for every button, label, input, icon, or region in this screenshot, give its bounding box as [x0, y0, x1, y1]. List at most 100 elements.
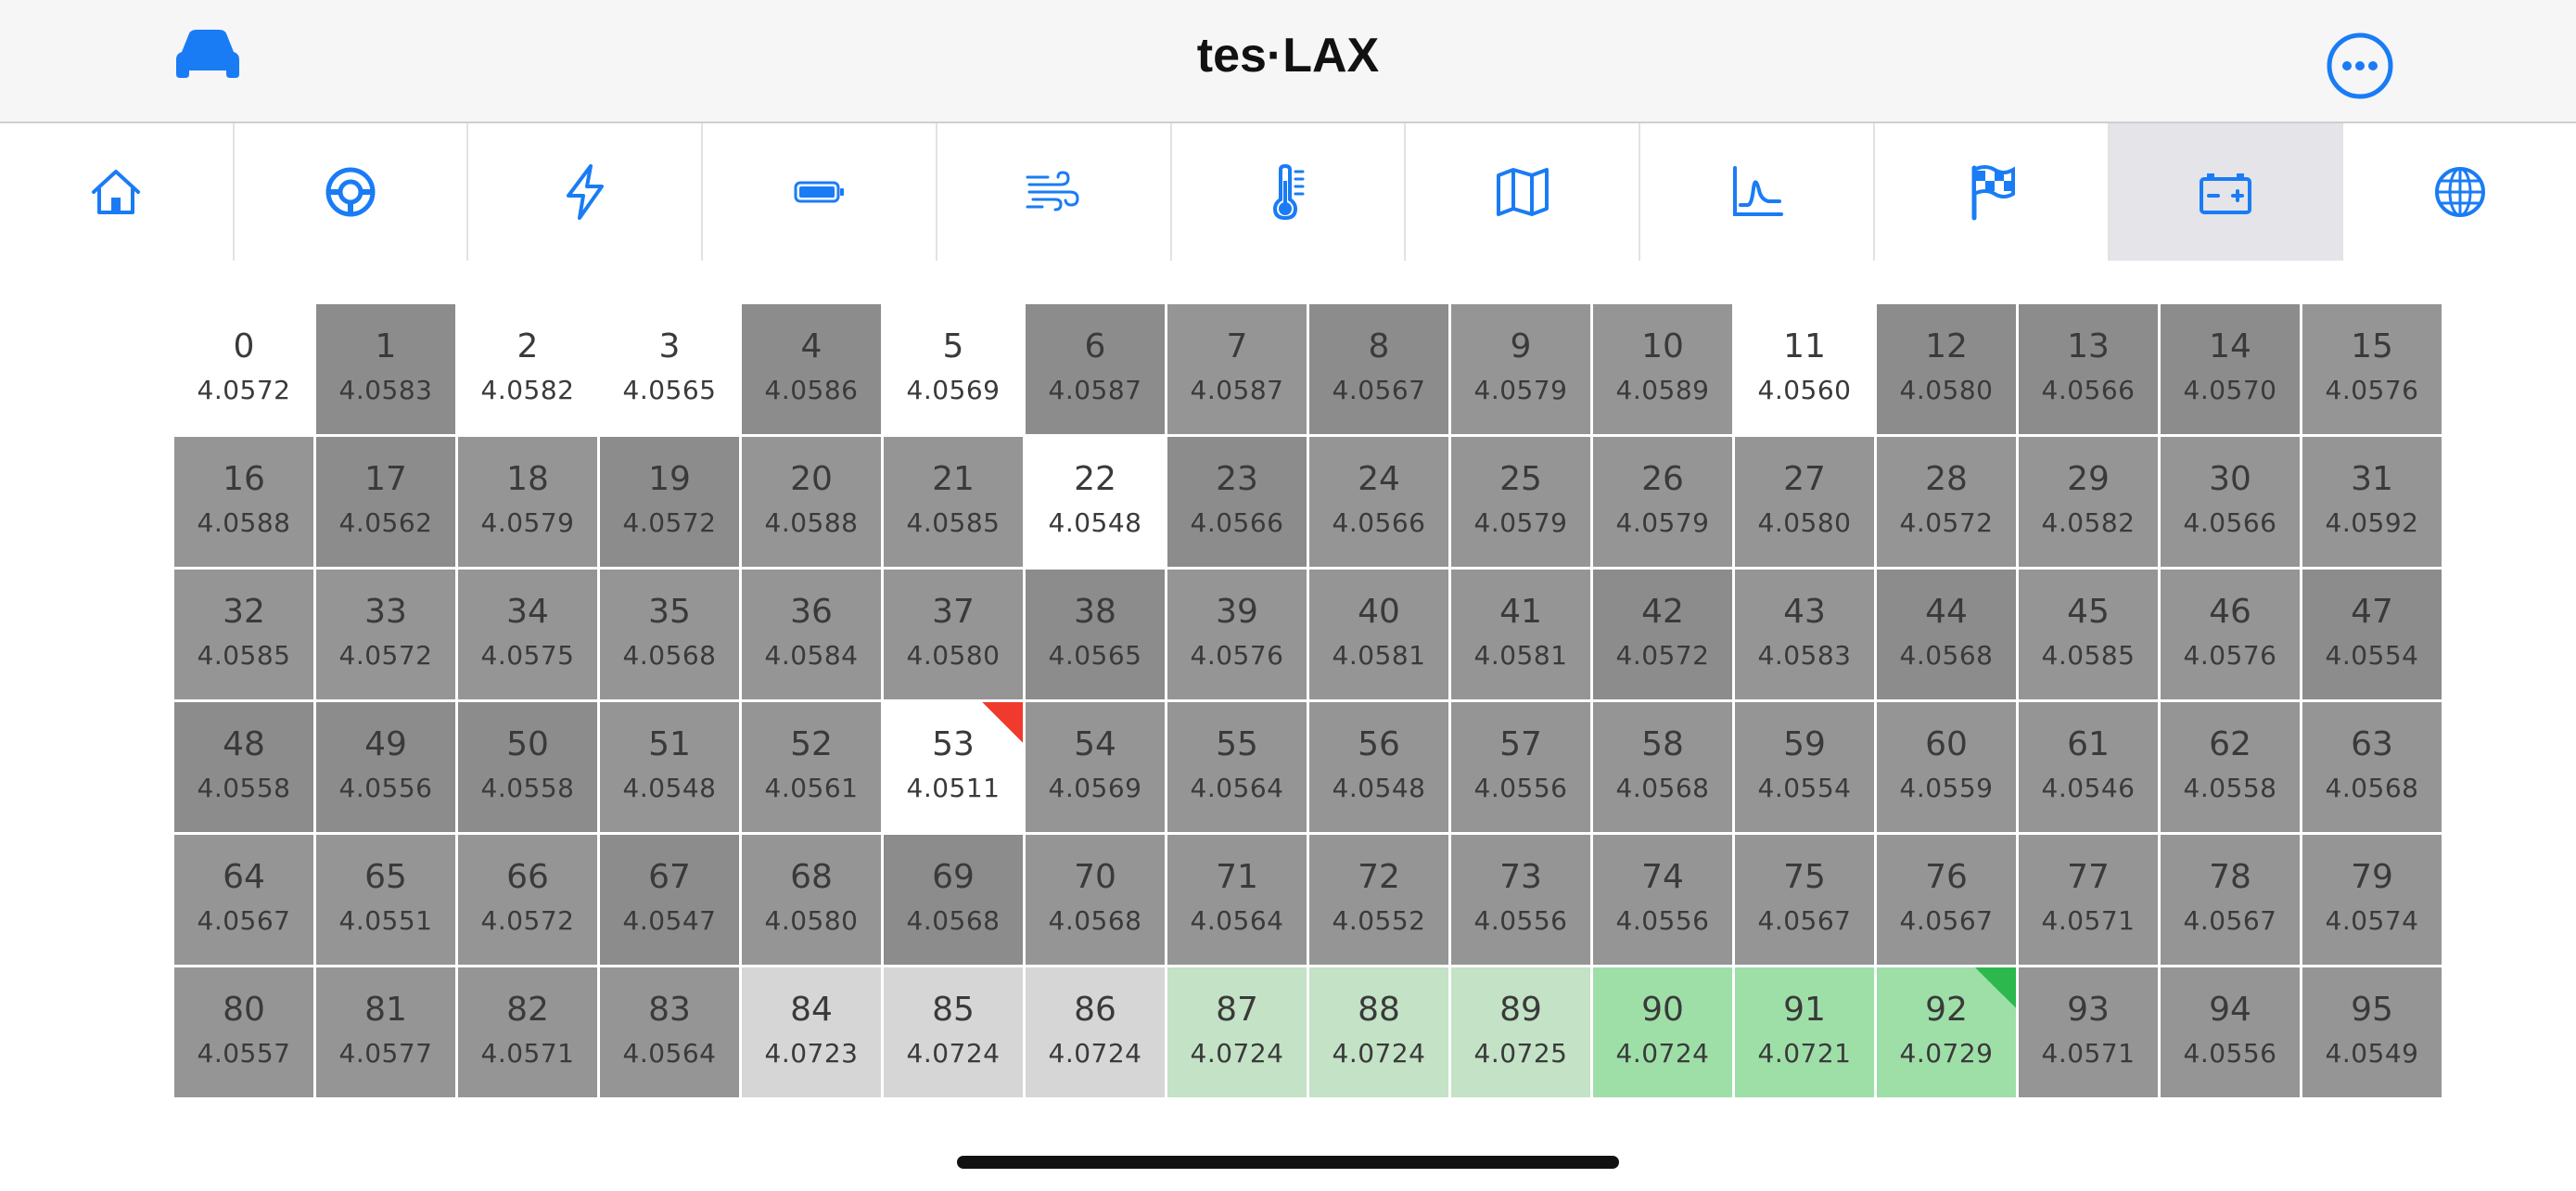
- cell-7[interactable]: 7 4.0587: [1167, 304, 1307, 434]
- tab-home[interactable]: [0, 123, 235, 261]
- cell-16[interactable]: 16 4.0588: [174, 437, 313, 567]
- cell-4[interactable]: 4 4.0586: [742, 304, 881, 434]
- cell-57[interactable]: 57 4.0556: [1451, 702, 1590, 832]
- cell-90[interactable]: 90 4.0724: [1593, 967, 1732, 1097]
- cell-29[interactable]: 29 4.0582: [2019, 437, 2158, 567]
- cell-89[interactable]: 89 4.0725: [1451, 967, 1590, 1097]
- cell-54[interactable]: 54 4.0569: [1026, 702, 1165, 832]
- tab-power[interactable]: [468, 123, 704, 261]
- cell-31[interactable]: 31 4.0592: [2302, 437, 2442, 567]
- cell-72[interactable]: 72 4.0552: [1309, 835, 1448, 965]
- home-indicator[interactable]: [957, 1156, 1619, 1169]
- cell-0[interactable]: 0 4.0572: [174, 304, 313, 434]
- cell-36[interactable]: 36 4.0584: [742, 570, 881, 699]
- cell-65[interactable]: 65 4.0551: [316, 835, 455, 965]
- tab-temperature[interactable]: [1172, 123, 1407, 261]
- tab-map[interactable]: [1406, 123, 1641, 261]
- cell-8[interactable]: 8 4.0567: [1309, 304, 1448, 434]
- cell-2[interactable]: 2 4.0582: [458, 304, 597, 434]
- cell-42[interactable]: 42 4.0572: [1593, 570, 1732, 699]
- cell-33[interactable]: 33 4.0572: [316, 570, 455, 699]
- cell-27[interactable]: 27 4.0580: [1735, 437, 1874, 567]
- cell-80[interactable]: 80 4.0557: [174, 967, 313, 1097]
- cell-82[interactable]: 82 4.0571: [458, 967, 597, 1097]
- cell-23[interactable]: 23 4.0566: [1167, 437, 1307, 567]
- cell-22[interactable]: 22 4.0548: [1026, 437, 1165, 567]
- cell-55[interactable]: 55 4.0564: [1167, 702, 1307, 832]
- cell-12[interactable]: 12 4.0580: [1877, 304, 2016, 434]
- cell-85[interactable]: 85 4.0724: [884, 967, 1023, 1097]
- cell-79[interactable]: 79 4.0574: [2302, 835, 2442, 965]
- cell-63[interactable]: 63 4.0568: [2302, 702, 2442, 832]
- cell-18[interactable]: 18 4.0579: [458, 437, 597, 567]
- cell-51[interactable]: 51 4.0548: [600, 702, 739, 832]
- cell-73[interactable]: 73 4.0556: [1451, 835, 1590, 965]
- cell-67[interactable]: 67 4.0547: [600, 835, 739, 965]
- cell-66[interactable]: 66 4.0572: [458, 835, 597, 965]
- cell-91[interactable]: 91 4.0721: [1735, 967, 1874, 1097]
- cell-6[interactable]: 6 4.0587: [1026, 304, 1165, 434]
- cell-52[interactable]: 52 4.0561: [742, 702, 881, 832]
- cell-61[interactable]: 61 4.0546: [2019, 702, 2158, 832]
- cell-32[interactable]: 32 4.0585: [174, 570, 313, 699]
- cell-39[interactable]: 39 4.0576: [1167, 570, 1307, 699]
- cell-41[interactable]: 41 4.0581: [1451, 570, 1590, 699]
- cell-77[interactable]: 77 4.0571: [2019, 835, 2158, 965]
- tab-climate-fan[interactable]: [937, 123, 1172, 261]
- cell-81[interactable]: 81 4.0577: [316, 967, 455, 1097]
- cell-62[interactable]: 62 4.0558: [2161, 702, 2300, 832]
- cell-3[interactable]: 3 4.0565: [600, 304, 739, 434]
- cell-88[interactable]: 88 4.0724: [1309, 967, 1448, 1097]
- cell-34[interactable]: 34 4.0575: [458, 570, 597, 699]
- cell-19[interactable]: 19 4.0572: [600, 437, 739, 567]
- cell-21[interactable]: 21 4.0585: [884, 437, 1023, 567]
- cell-37[interactable]: 37 4.0580: [884, 570, 1023, 699]
- cell-87[interactable]: 87 4.0724: [1167, 967, 1307, 1097]
- cell-47[interactable]: 47 4.0554: [2302, 570, 2442, 699]
- cell-13[interactable]: 13 4.0566: [2019, 304, 2158, 434]
- car-icon[interactable]: [172, 28, 243, 82]
- cell-40[interactable]: 40 4.0581: [1309, 570, 1448, 699]
- cell-46[interactable]: 46 4.0576: [2161, 570, 2300, 699]
- cell-15[interactable]: 15 4.0576: [2302, 304, 2442, 434]
- tab-cells[interactable]: [2109, 123, 2344, 261]
- cell-38[interactable]: 38 4.0565: [1026, 570, 1165, 699]
- tab-graph[interactable]: [1640, 123, 1875, 261]
- cell-11[interactable]: 11 4.0560: [1735, 304, 1874, 434]
- cell-70[interactable]: 70 4.0568: [1026, 835, 1165, 965]
- cell-86[interactable]: 86 4.0724: [1026, 967, 1165, 1097]
- cell-68[interactable]: 68 4.0580: [742, 835, 881, 965]
- cell-93[interactable]: 93 4.0571: [2019, 967, 2158, 1097]
- cell-56[interactable]: 56 4.0548: [1309, 702, 1448, 832]
- cell-71[interactable]: 71 4.0564: [1167, 835, 1307, 965]
- cell-28[interactable]: 28 4.0572: [1877, 437, 2016, 567]
- cell-95[interactable]: 95 4.0549: [2302, 967, 2442, 1097]
- cell-84[interactable]: 84 4.0723: [742, 967, 881, 1097]
- cell-45[interactable]: 45 4.0585: [2019, 570, 2158, 699]
- tab-steering[interactable]: [235, 123, 469, 261]
- more-icon[interactable]: [2326, 32, 2394, 100]
- cell-30[interactable]: 30 4.0566: [2161, 437, 2300, 567]
- tab-web[interactable]: [2343, 123, 2576, 261]
- cell-26[interactable]: 26 4.0579: [1593, 437, 1732, 567]
- cell-48[interactable]: 48 4.0558: [174, 702, 313, 832]
- cell-35[interactable]: 35 4.0568: [600, 570, 739, 699]
- tab-battery[interactable]: [703, 123, 937, 261]
- cell-83[interactable]: 83 4.0564: [600, 967, 739, 1097]
- cell-1[interactable]: 1 4.0583: [316, 304, 455, 434]
- cell-94[interactable]: 94 4.0556: [2161, 967, 2300, 1097]
- cell-14[interactable]: 14 4.0570: [2161, 304, 2300, 434]
- cell-60[interactable]: 60 4.0559: [1877, 702, 2016, 832]
- cell-44[interactable]: 44 4.0568: [1877, 570, 2016, 699]
- cell-50[interactable]: 50 4.0558: [458, 702, 597, 832]
- cell-64[interactable]: 64 4.0567: [174, 835, 313, 965]
- cell-43[interactable]: 43 4.0583: [1735, 570, 1874, 699]
- cell-53[interactable]: 53 4.0511: [884, 702, 1023, 832]
- cell-74[interactable]: 74 4.0556: [1593, 835, 1732, 965]
- cell-92[interactable]: 92 4.0729: [1877, 967, 2016, 1097]
- tab-race[interactable]: [1875, 123, 2110, 261]
- cell-59[interactable]: 59 4.0554: [1735, 702, 1874, 832]
- cell-58[interactable]: 58 4.0568: [1593, 702, 1732, 832]
- cell-25[interactable]: 25 4.0579: [1451, 437, 1590, 567]
- cell-20[interactable]: 20 4.0588: [742, 437, 881, 567]
